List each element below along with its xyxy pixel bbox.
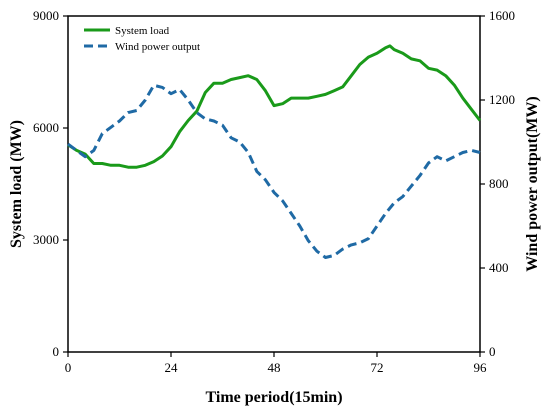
right-tick-label: 800 [489,176,509,191]
left-tick-label: 9000 [33,8,59,23]
legend: System load Wind power output [84,25,200,53]
x-tick-label: 72 [371,360,384,375]
left-tick-label: 0 [53,344,60,359]
right-tick-label: 400 [489,260,509,275]
x-tick-label: 0 [65,360,72,375]
right-axis-title: Wind power output(MW) [524,96,541,271]
x-tick-label: 24 [165,360,179,375]
left-tick-label: 6000 [33,120,59,135]
series-line-system-load [67,44,482,169]
left-tick-label: 3000 [33,232,59,247]
legend-label-wind-power-output: Wind power output [115,41,200,53]
x-tick-label: 96 [474,360,488,375]
right-tick-label: 1600 [489,8,515,23]
x-axis-title: Time period(15min) [205,389,342,406]
plot-area [67,15,481,353]
series-layer [67,44,482,259]
right-tick-label: 1200 [489,92,515,107]
left-axis-title: System load (MW) [8,120,25,248]
legend-label-system-load: System load [115,25,170,37]
series-line-wind-power-output [67,83,481,259]
x-tick-label: 48 [268,360,281,375]
right-tick-label: 0 [489,344,496,359]
